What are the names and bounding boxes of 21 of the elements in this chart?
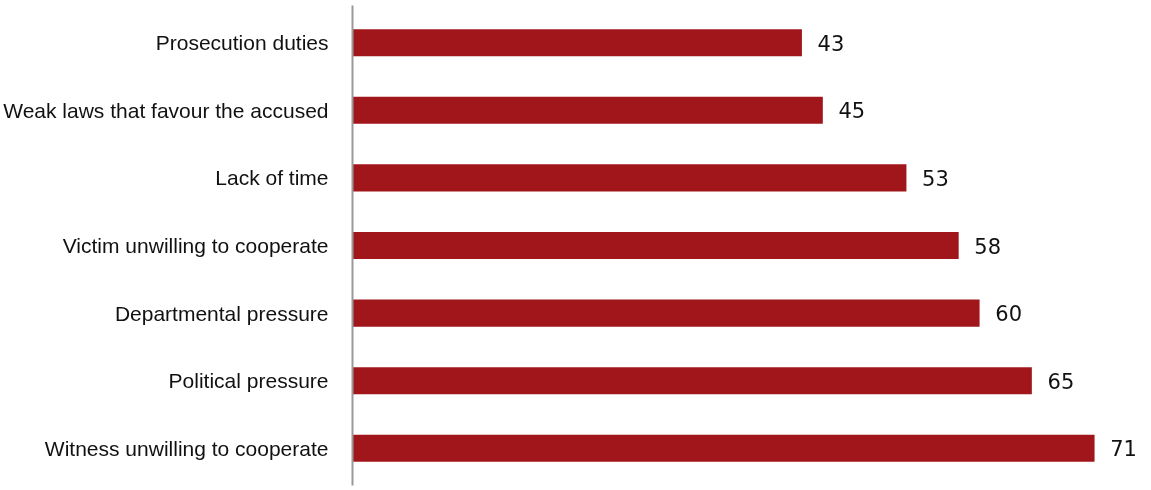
data-label: 71 <box>1110 437 1137 462</box>
data-label: 60 <box>995 302 1022 327</box>
y-tick-label: Victim unwilling to cooperate <box>62 234 329 257</box>
bar <box>352 29 802 57</box>
bar <box>352 434 1095 462</box>
data-label: 53 <box>922 166 949 191</box>
y-tick-label: Lack of time <box>215 166 329 190</box>
bar <box>352 164 907 192</box>
y-tick-label: Witness unwilling to cooperate <box>44 436 329 460</box>
data-label: 58 <box>974 234 1002 259</box>
y-tick-label: Weak laws that favour the accused <box>3 98 329 122</box>
bar <box>352 299 980 327</box>
bar <box>352 96 823 124</box>
bar <box>352 231 959 260</box>
data-label: 43 <box>817 31 845 56</box>
y-tick-label: Departmental pressure <box>114 301 329 325</box>
data-label: 45 <box>838 99 866 124</box>
data-label: 65 <box>1047 369 1075 394</box>
y-tick-label: Prosecution duties <box>155 31 329 55</box>
y-tick-label: Political pressure <box>168 369 329 393</box>
bar <box>352 367 1032 395</box>
